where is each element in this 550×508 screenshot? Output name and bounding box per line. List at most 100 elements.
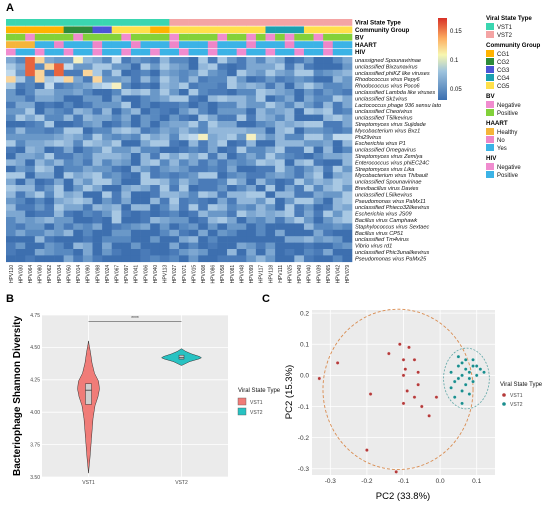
heatmap-cell — [284, 210, 295, 218]
heatmap-column-label: HPV079 — [345, 265, 351, 284]
heatmap-cell — [332, 185, 343, 192]
heatmap-cell — [15, 108, 26, 115]
heatmap-cell — [217, 63, 228, 71]
heatmap-cell — [54, 191, 64, 199]
annotation-cell — [34, 33, 45, 41]
heatmap-cell — [82, 114, 93, 122]
heatmap-cell — [179, 89, 189, 96]
heatmap-cell — [102, 121, 113, 128]
heatmap-cell — [236, 223, 247, 231]
heatmap-cell — [63, 197, 74, 205]
heatmap-cell — [342, 82, 353, 90]
heatmap-cell — [159, 178, 170, 186]
heatmap-row-label: unclassified Spounavirinae — [355, 180, 422, 186]
heatmap-cell — [303, 204, 314, 211]
heatmap-cell — [111, 76, 122, 83]
heatmap-cell — [63, 178, 74, 186]
scatter-point-vst1 — [416, 370, 421, 375]
heatmap-column-label: HPV058 — [220, 265, 226, 284]
heatmap-cell — [313, 114, 324, 122]
legend-label: Healthy — [497, 130, 517, 136]
scatter-point-vst2 — [456, 376, 461, 381]
heatmap-cell — [246, 133, 257, 141]
heatmap-cell — [179, 191, 189, 199]
heatmap-cell — [179, 197, 189, 205]
heatmap-cell — [111, 133, 122, 141]
heatmap-cell — [121, 140, 132, 147]
heatmap-cell — [236, 140, 247, 147]
heatmap-cell — [121, 133, 132, 141]
heatmap-cell — [34, 165, 45, 173]
heatmap-cell — [332, 133, 343, 141]
heatmap-cell — [130, 140, 141, 147]
heatmap-cell — [6, 204, 16, 211]
heatmap-cell — [150, 108, 161, 115]
heatmap-cell — [140, 153, 151, 160]
heatmap-cell — [63, 89, 74, 96]
heatmap-cell — [303, 63, 314, 71]
heatmap-column-label: HPV090 — [86, 265, 92, 284]
scatter-point-vst1 — [419, 404, 424, 409]
heatmap-cell — [275, 89, 286, 96]
heatmap-row-label: Streptomyces virus Sujidade — [355, 122, 426, 128]
heatmap-row-label: Rhodococcus virus Poco6 — [355, 84, 421, 90]
heatmap-cell — [140, 172, 151, 179]
heatmap-cell — [102, 114, 113, 122]
heatmap-cell — [217, 217, 228, 224]
heatmap-cell — [102, 229, 113, 237]
annotation-cell — [217, 48, 228, 56]
scatter-x-tick: -0.1 — [398, 478, 410, 485]
heatmap-cell — [284, 185, 295, 192]
heatmap-row-label: Vibrio virus rd1 — [355, 244, 392, 250]
heatmap-cell — [198, 217, 209, 224]
heatmap-cell — [92, 242, 103, 250]
heatmap-cell — [111, 242, 122, 250]
heatmap-cell — [198, 63, 209, 71]
annotation-cell — [342, 33, 353, 41]
heatmap-row-label: Pseudomonas virus PaMx11 — [355, 199, 426, 205]
violin-legend-label: VST2 — [250, 410, 263, 416]
heatmap-cell — [275, 114, 286, 122]
heatmap-cell — [294, 101, 305, 109]
heatmap-cell — [284, 191, 295, 199]
heatmap-cell — [169, 249, 180, 256]
heatmap-cell — [82, 249, 93, 256]
heatmap-cell — [198, 191, 209, 199]
annotation-cell — [246, 19, 257, 26]
heatmap-cell — [332, 242, 343, 250]
heatmap-cell — [284, 127, 295, 135]
heatmap-cell — [150, 242, 161, 250]
scatter-y-tick: -0.2 — [298, 435, 310, 442]
heatmap-cell — [294, 153, 305, 160]
heatmap-cell — [25, 191, 36, 199]
heatmap-cell — [150, 210, 161, 218]
heatmap-cell — [111, 210, 122, 218]
heatmap-cell — [342, 242, 353, 250]
heatmap-cell — [111, 108, 122, 115]
heatmap-cell — [73, 249, 84, 256]
heatmap-cell — [284, 82, 295, 90]
heatmap-cell — [236, 165, 247, 173]
heatmap-cell — [303, 121, 314, 128]
heatmap-cell — [294, 89, 305, 96]
heatmap-cell — [303, 114, 314, 122]
heatmap-cell — [284, 121, 295, 128]
heatmap-cell — [313, 95, 324, 103]
heatmap-cell — [294, 229, 305, 237]
violin-x-tick: VST1 — [82, 480, 95, 486]
heatmap-cell — [159, 133, 170, 141]
heatmap-cell — [169, 229, 180, 237]
heatmap-cell — [217, 108, 228, 115]
heatmap-cell — [246, 159, 257, 167]
heatmap-cell — [130, 249, 141, 256]
scatter-point-vst1 — [368, 392, 373, 396]
heatmap-cell — [236, 127, 247, 135]
heatmap-cell — [150, 121, 161, 128]
heatmap-cell — [303, 153, 314, 160]
heatmap-cell — [207, 69, 218, 77]
heatmap-cell — [217, 242, 228, 250]
heatmap-cell — [92, 204, 103, 211]
heatmap-cell — [332, 217, 343, 224]
annotation-cell — [121, 33, 132, 41]
